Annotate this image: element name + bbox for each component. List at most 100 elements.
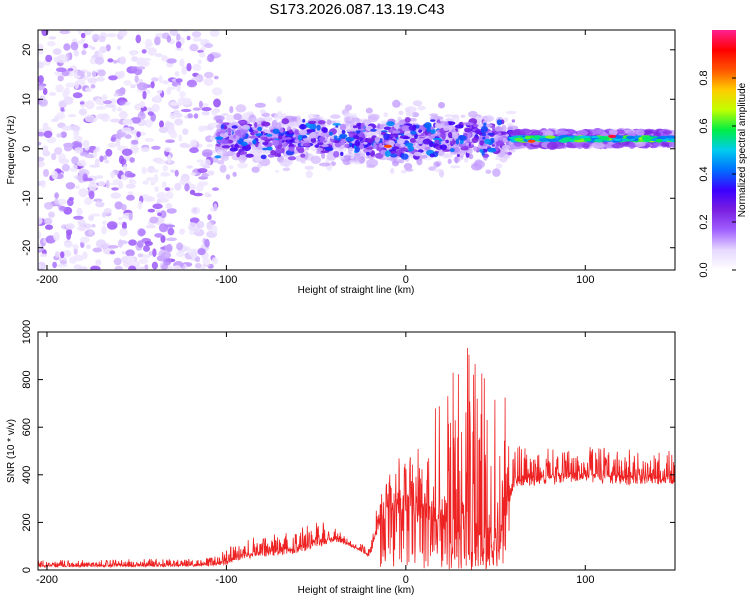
heatmap-cell xyxy=(495,155,500,161)
heatmap-cell xyxy=(254,122,258,128)
heatmap-cell xyxy=(126,255,135,264)
heatmap-cell xyxy=(430,119,436,122)
heatmap-cell xyxy=(481,132,487,137)
heatmap-cell xyxy=(76,207,83,216)
heatmap-cell xyxy=(54,147,63,155)
heatmap-cell xyxy=(104,159,110,164)
heatmap-cell xyxy=(141,166,147,175)
heatmap-cell xyxy=(154,94,162,102)
heatmap-cell xyxy=(67,68,74,72)
heatmap-cell xyxy=(483,143,487,147)
heatmap-cell xyxy=(55,84,64,93)
heatmap-cell xyxy=(137,228,146,237)
heatmap-cell xyxy=(59,260,68,265)
heatmap-cell xyxy=(53,231,60,241)
heatmap-cell xyxy=(481,125,488,133)
heatmap-cell xyxy=(392,146,400,150)
heatmap-cell xyxy=(283,159,294,166)
heatmap-cell xyxy=(105,179,110,189)
snr-x-axis-label: Height of straight line (km) xyxy=(298,585,415,596)
heatmap-cell xyxy=(416,158,423,166)
heatmap-cell xyxy=(357,123,362,130)
heatmap-cell xyxy=(165,203,173,209)
heatmap-cell xyxy=(137,253,144,258)
heatmap-cell xyxy=(236,152,240,158)
heatmap-cell xyxy=(154,233,163,238)
heatmap-cell xyxy=(70,125,81,131)
heatmap-cell xyxy=(670,138,675,143)
heatmap-cell xyxy=(78,188,89,198)
heatmap-cell xyxy=(155,209,161,214)
heatmap-cell xyxy=(277,111,283,119)
y-tick-label: 400 xyxy=(21,466,33,484)
heatmap-cell xyxy=(392,99,401,108)
heatmap-cell xyxy=(430,143,439,147)
heatmap-cell xyxy=(71,156,79,165)
heatmap-cell xyxy=(628,141,636,149)
heatmap-cell xyxy=(62,125,73,131)
heatmap-cell xyxy=(340,151,344,156)
heatmap-cell xyxy=(221,145,231,149)
heatmap-cell xyxy=(80,32,86,39)
heatmap-cell xyxy=(197,168,208,174)
heatmap-cell xyxy=(262,141,269,146)
heatmap-cell xyxy=(484,124,493,127)
heatmap-cell xyxy=(150,181,156,186)
heatmap-cell xyxy=(365,107,373,114)
heatmap-cell xyxy=(154,36,161,46)
heatmap-cell xyxy=(124,170,133,178)
heatmap-cell xyxy=(102,220,107,226)
heatmap-cell xyxy=(79,152,88,157)
heatmap-cell xyxy=(97,69,106,77)
heatmap-cell xyxy=(38,216,43,225)
heatmap-cell xyxy=(175,47,184,51)
heatmap-cell xyxy=(156,90,163,94)
heatmap-cell xyxy=(432,137,442,141)
heatmap-cell xyxy=(245,153,254,158)
heatmap-cell xyxy=(594,138,602,142)
heatmap-cell xyxy=(446,121,456,126)
heatmap-cell xyxy=(232,171,237,177)
heatmap-cell xyxy=(119,228,128,237)
heatmap-cell xyxy=(608,134,617,138)
heatmap-cell xyxy=(414,133,418,140)
heatmap-cell xyxy=(215,119,224,124)
heatmap-cell xyxy=(161,55,169,62)
heatmap-cell xyxy=(191,31,202,38)
heatmap-cell xyxy=(344,143,350,148)
heatmap-cell xyxy=(74,81,79,89)
heatmap-cell xyxy=(365,151,371,156)
heatmap-cell xyxy=(192,63,202,72)
heatmap-cell xyxy=(38,161,45,168)
heatmap-cell xyxy=(514,137,524,142)
heatmap-cell xyxy=(333,140,340,144)
snr-y-axis-label: SNR (10 * v/v) xyxy=(6,419,17,483)
snr-panel: -200 -100 0 100 0 200 400 600 800 1000 Height of… xyxy=(6,320,676,596)
heatmap-cell xyxy=(404,117,411,123)
y-tick-label: 10 xyxy=(21,93,33,105)
heatmap-cell xyxy=(272,128,280,135)
heatmap-cell xyxy=(424,146,431,151)
heatmap-cell xyxy=(142,90,147,100)
heatmap-cell xyxy=(152,248,157,257)
heatmap-cell xyxy=(234,143,239,149)
heatmap-cell xyxy=(188,222,197,227)
heatmap-cell xyxy=(452,115,460,125)
heatmap-cell xyxy=(257,126,263,132)
heatmap-cell xyxy=(441,135,446,140)
heatmap-cell xyxy=(79,101,85,105)
heatmap-cell xyxy=(179,91,186,98)
heatmap-cell xyxy=(38,50,44,55)
heatmap-cell xyxy=(104,104,115,108)
heatmap-cell xyxy=(38,156,45,162)
heatmap-cell xyxy=(349,113,358,119)
heatmap-cell xyxy=(242,124,251,131)
heatmap-cell xyxy=(84,177,94,182)
heatmap-cell xyxy=(91,224,96,228)
heatmap-cell xyxy=(186,62,192,72)
heatmap-cell xyxy=(460,146,469,151)
heatmap-cell xyxy=(400,153,409,160)
heatmap-cell xyxy=(213,75,219,80)
heatmap-cell xyxy=(72,244,79,250)
heatmap-cell xyxy=(152,203,163,210)
